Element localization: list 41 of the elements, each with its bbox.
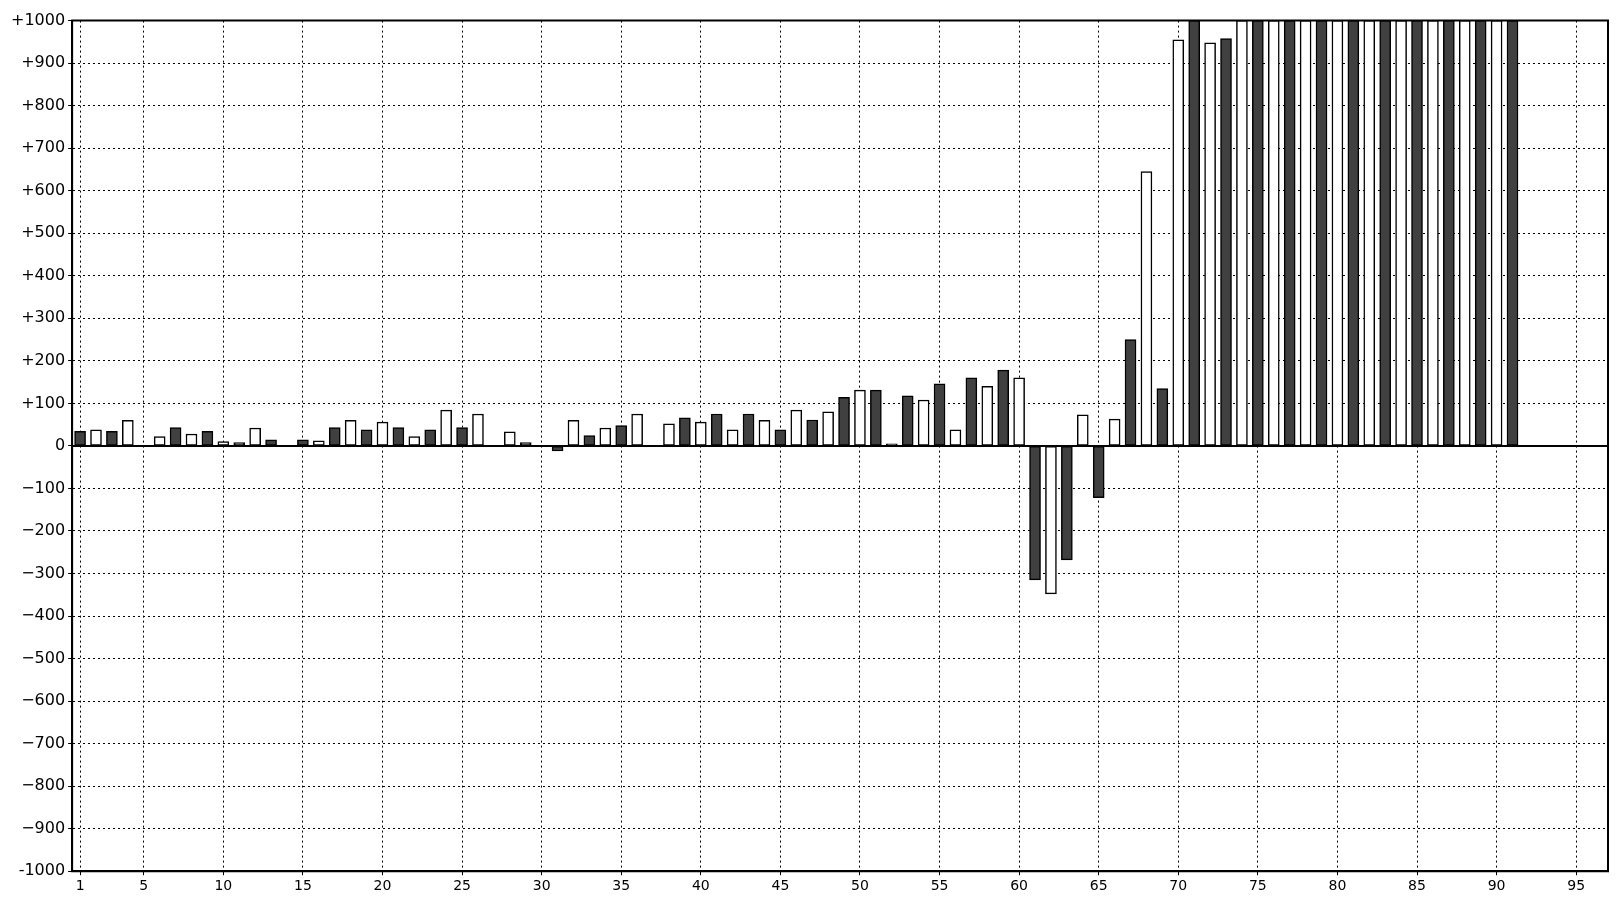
y-tick-label: −400 (21, 605, 66, 625)
y-tick-label: +500 (21, 222, 66, 242)
x-tick-label: 50 (851, 877, 869, 894)
x-tick-label: 60 (1010, 877, 1029, 894)
x-tick-label: 85 (1408, 877, 1426, 894)
x-tick-label: 40 (691, 877, 710, 894)
x-tick-label: 5 (139, 877, 149, 894)
y-tick-label: +400 (21, 264, 66, 284)
x-tick-label: 55 (930, 877, 949, 894)
y-tick-label: −500 (21, 647, 66, 667)
x-tick-label: 70 (1169, 877, 1188, 894)
x-tick-label: 20 (373, 877, 392, 894)
y-tick-label: +700 (21, 137, 66, 157)
y-tick-label: +1000 (11, 9, 66, 29)
x-tick-label: 90 (1487, 877, 1506, 894)
y-tick-label: −600 (21, 690, 66, 710)
x-tick-label: 10 (214, 877, 233, 894)
y-tick-label: −900 (21, 817, 66, 837)
x-tick-label: 35 (612, 877, 631, 894)
y-tick-label: −800 (21, 775, 66, 795)
y-tick-label: -1000 (18, 860, 66, 880)
y-tick-label: +100 (21, 392, 66, 412)
y-tick-label: −700 (21, 732, 66, 752)
y-tick-label: 0 (54, 435, 66, 455)
y-tick-label: +600 (21, 179, 66, 199)
x-tick-label: 15 (293, 877, 312, 894)
x-tick-label: 1 (75, 877, 85, 894)
y-tick-label: +800 (21, 94, 66, 114)
y-tick-label: −200 (21, 520, 66, 540)
x-tick-label: 25 (453, 877, 471, 894)
x-tick-label: 95 (1567, 877, 1586, 894)
x-tick-label: 75 (1248, 877, 1267, 894)
y-tick-label: +300 (21, 307, 66, 327)
y-tick-label: −100 (21, 477, 66, 497)
x-tick-label: 65 (1089, 877, 1108, 894)
y-tick-label: +900 (21, 52, 66, 72)
x-tick-label: 80 (1328, 877, 1347, 894)
y-tick-label: −300 (21, 562, 66, 582)
x-tick-label: 30 (532, 877, 551, 894)
y-tick-label: +200 (21, 350, 66, 369)
x-tick-label: 45 (771, 877, 790, 894)
